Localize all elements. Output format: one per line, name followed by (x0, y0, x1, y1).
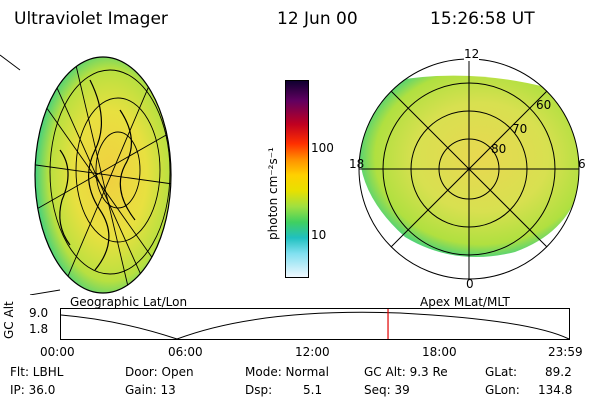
mlt-label-12: 12 (464, 47, 480, 61)
mlt-label-6: 6 (578, 157, 586, 171)
mlt-label-18: 18 (349, 157, 365, 171)
colorbar (285, 80, 309, 278)
status-glat-value: 89.2 (545, 365, 572, 379)
status-ip: IP: 36.0 (10, 383, 56, 397)
auroral-oval (359, 75, 579, 257)
timeline-xtick-1200: 12:00 (295, 345, 330, 359)
mlat-label-60: 60 (536, 98, 552, 112)
instrument-title: Ultraviolet Imager (14, 9, 168, 29)
mlat-mlt-image (358, 58, 580, 280)
date-label: 12 Jun 00 (277, 9, 358, 29)
status-dsp-label: Dsp: (245, 383, 273, 397)
status-flt: Flt: LBHL (10, 365, 64, 379)
polar-grid (358, 58, 580, 280)
colorbar-tick-10: 10 (311, 228, 327, 242)
status-gc-alt: GC Alt: 9.3 Re (364, 365, 448, 379)
status-mode: Mode: Normal (245, 365, 329, 379)
timeline-ytick-1-8: 1.8 (29, 322, 49, 336)
status-seq: Seq: 39 (364, 383, 410, 397)
timeline-ylabel: GC Alt (2, 301, 16, 339)
mlat-label-80: 80 (491, 142, 507, 156)
geographic-image (0, 54, 172, 295)
timeline-xtick-0000: 00:00 (40, 345, 75, 359)
status-gain: Gain: 13 (125, 383, 176, 397)
globe-grid-ext-1 (0, 54, 21, 71)
timeline-ytick-9: 9.0 (29, 306, 49, 320)
status-door: Door: Open (125, 365, 194, 379)
altitude-curve (60, 311, 570, 340)
geographic-caption: Geographic Lat/Lon (70, 295, 188, 309)
status-dsp-value: 5.1 (303, 383, 323, 397)
globe-outline (34, 56, 172, 294)
mlat-mlt-caption: Apex MLat/MLT (420, 295, 510, 309)
status-glon-label: GLon: (485, 383, 520, 397)
timeline-xtick-1800: 18:00 (422, 345, 457, 359)
globe-grid-ext-2 (29, 289, 61, 295)
mlt-label-0: 0 (466, 277, 474, 291)
status-glon-value: 134.8 (538, 383, 573, 397)
colorbar-tick-100: 100 (311, 141, 334, 155)
mlat-label-70: 70 (512, 122, 528, 136)
colorbar-unit-label: photon cm⁻²s⁻¹ (266, 147, 280, 240)
timeline-xtick-0600: 06:00 (168, 345, 203, 359)
time-label: 15:26:58 UT (430, 9, 535, 29)
timeline-chart (60, 308, 570, 340)
timeline-xtick-2359: 23:59 (548, 345, 583, 359)
status-glat-label: GLat: (485, 365, 518, 379)
globe-grid (35, 57, 171, 293)
